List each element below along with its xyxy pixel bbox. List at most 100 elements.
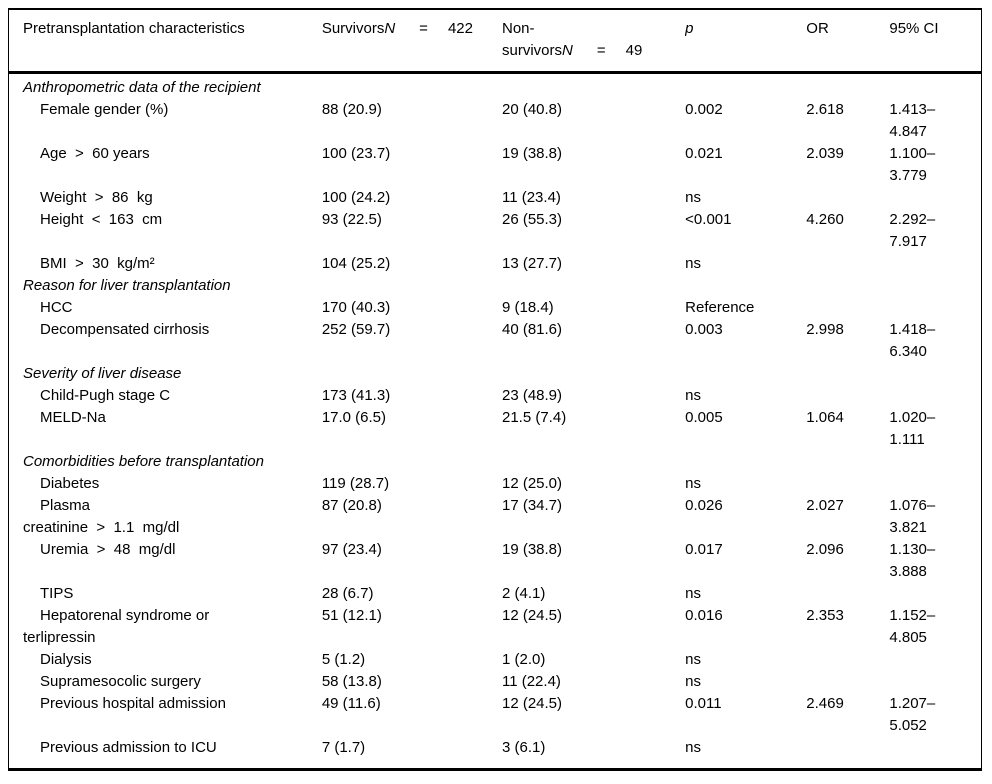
row-label: Supramesocolic surgery xyxy=(40,673,201,690)
ci-value xyxy=(889,649,981,671)
survivors-equals: = xyxy=(419,20,428,37)
table-row: Previous admission to ICU 7 (1.7) 3 (6.1… xyxy=(9,737,982,770)
survivors-n-symbol: N xyxy=(384,20,396,37)
col-header-characteristics: Pretransplantation characteristics xyxy=(8,9,322,74)
survivors-value: 119 (28.7) xyxy=(321,475,390,492)
or-value xyxy=(806,275,889,297)
survivors-value: 88 (20.9) xyxy=(321,101,382,118)
or-value: 2.027 xyxy=(806,497,844,514)
ci-value xyxy=(889,737,981,770)
survivors-value xyxy=(322,73,502,100)
ci-value xyxy=(889,583,981,605)
row-label: Dialysis xyxy=(40,651,92,668)
p-value: ns xyxy=(685,739,702,756)
survivors-value: 93 (22.5) xyxy=(321,211,382,228)
survivors-value: 58 (13.8) xyxy=(321,673,382,690)
nonsurvivors-value: 2 (4.1) xyxy=(501,585,546,602)
nonsurvivors-value: 12 (24.5) xyxy=(501,607,563,624)
or-value xyxy=(806,451,889,473)
nonsurvivors-label: Non- survivors xyxy=(501,20,562,59)
nonsurvivors-value: 20 (40.8) xyxy=(501,101,563,118)
or-value xyxy=(806,363,889,385)
row-label: Comorbidities before transplantation xyxy=(23,453,264,470)
row-label: Female gender (%) xyxy=(40,101,169,118)
ci-value: 1.100– 3.779 xyxy=(889,145,936,184)
or-value: 2.039 xyxy=(806,145,844,162)
nonsurvivors-value: 12 (25.0) xyxy=(501,475,563,492)
nonsurvivors-value: 11 (23.4) xyxy=(501,189,561,206)
col-header-nonsurvivors: Non- survivorsN = 49 xyxy=(501,9,686,74)
survivors-value: 17.0 (6.5) xyxy=(321,409,387,426)
survivors-value: 104 (25.2) xyxy=(321,255,391,272)
row-label: Anthropometric data of the recipient xyxy=(23,79,261,96)
nonsurvivors-value: 9 (18.4) xyxy=(501,299,554,316)
p-value: 0.021 xyxy=(685,145,723,162)
p-value xyxy=(685,451,806,473)
col-header-ci: 95% CI xyxy=(889,9,982,74)
row-label: Diabetes xyxy=(40,475,100,492)
nonsurvivors-value xyxy=(502,451,685,473)
table-row: HCC 170 (40.3) 9 (18.4) Reference xyxy=(9,297,982,319)
table-header: Pretransplantation characteristics Survi… xyxy=(8,9,982,74)
col-header-or: OR xyxy=(806,9,890,74)
survivors-value: 87 (20.8) xyxy=(321,497,382,514)
p-value: 0.005 xyxy=(685,409,723,426)
survivors-value: 5 (1.2) xyxy=(321,651,366,668)
ci-value: 1.418– 6.340 xyxy=(889,321,936,360)
or-value: 2.618 xyxy=(806,101,844,118)
or-value: 2.353 xyxy=(806,607,844,624)
row-label: MELD-Na xyxy=(40,409,106,426)
nonsurvivors-value: 26 (55.3) xyxy=(501,211,563,228)
or-value xyxy=(806,737,889,770)
p-value: ns xyxy=(685,673,702,690)
row-label: Previous admission to ICU xyxy=(40,739,217,756)
survivors-value: 100 (24.2) xyxy=(321,189,391,206)
section-row: Comorbidities before transplantation xyxy=(9,451,982,473)
survivors-value: 49 (11.6) xyxy=(321,695,381,712)
p-value: ns xyxy=(685,585,702,602)
nonsurvivors-value: 23 (48.9) xyxy=(501,387,563,404)
table-row: Plasma creatinine > 1.1 mg/dl 87 (20.8) … xyxy=(9,495,982,539)
or-header-label: OR xyxy=(806,20,829,37)
ci-value xyxy=(889,671,981,693)
nonsurvivors-value: 11 (22.4) xyxy=(501,673,561,690)
ci-value: 1.076– 3.821 xyxy=(889,497,936,536)
col-header-characteristics-label: Pretransplantation characteristics xyxy=(23,20,245,37)
p-value: 0.026 xyxy=(685,497,723,514)
or-value xyxy=(806,187,889,209)
or-value: 4.260 xyxy=(806,211,844,228)
survivors-value: 97 (23.4) xyxy=(321,541,382,558)
row-label: Severity of liver disease xyxy=(23,365,182,382)
table-row: Decompensated cirrhosis 252 (59.7) 40 (8… xyxy=(9,319,982,363)
or-value xyxy=(806,671,889,693)
survivors-value: 173 (41.3) xyxy=(321,387,391,404)
or-value xyxy=(806,649,889,671)
survivors-value: 100 (23.7) xyxy=(321,145,391,162)
row-label: Height < 163 cm xyxy=(40,211,163,228)
survivors-label: Survivors xyxy=(321,20,385,37)
table-row: TIPS 28 (6.7) 2 (4.1) ns xyxy=(9,583,982,605)
table-row: BMI > 30 kg/m² 104 (25.2) 13 (27.7) ns xyxy=(9,253,982,275)
p-value: 0.017 xyxy=(685,541,723,558)
row-label: Plasma creatinine > 1.1 mg/dl xyxy=(23,497,180,536)
table-row: Previous hospital admission 49 (11.6) 12… xyxy=(9,693,982,737)
p-value: ns xyxy=(685,475,702,492)
nonsurvivors-value: 40 (81.6) xyxy=(501,321,563,338)
table-row: Dialysis 5 (1.2) 1 (2.0) ns xyxy=(9,649,982,671)
p-value: 0.003 xyxy=(685,321,723,338)
table-row: Height < 163 cm 93 (22.5) 26 (55.3) <0.0… xyxy=(9,209,982,253)
p-value: <0.001 xyxy=(685,211,732,228)
row-label: Uremia > 48 mg/dl xyxy=(40,541,176,558)
ci-value: 1.152– 4.805 xyxy=(889,607,936,646)
section-row: Reason for liver transplantation xyxy=(9,275,982,297)
col-header-survivors: SurvivorsN = 422 xyxy=(321,9,502,74)
ci-value: 2.292– 7.917 xyxy=(889,211,936,250)
row-label: Age > 60 years xyxy=(40,145,150,162)
ci-value xyxy=(889,451,981,473)
survivors-value xyxy=(322,275,502,297)
p-value: 0.002 xyxy=(685,101,723,118)
nonsurvivors-value xyxy=(502,275,685,297)
p-value: ns xyxy=(685,387,702,404)
row-label: BMI > 30 kg/m² xyxy=(40,255,155,272)
